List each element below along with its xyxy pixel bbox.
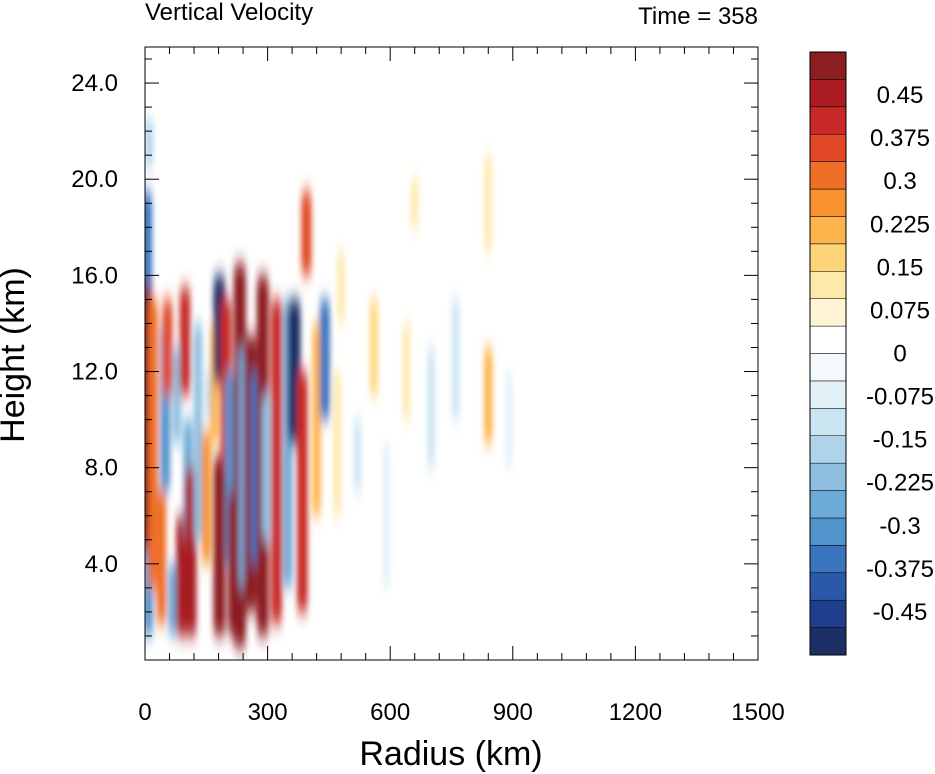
chart-title: Vertical Velocity <box>145 0 313 26</box>
velocity-streak-38 <box>353 419 362 492</box>
plot-frame <box>144 46 759 661</box>
x-tick-label: 600 <box>370 699 410 726</box>
velocity-streak-1 <box>145 191 153 288</box>
velocity-streak-42 <box>411 179 419 228</box>
y-tick-label: 4.0 <box>85 551 118 578</box>
colorbar-frame <box>809 51 847 656</box>
velocity-streak-10 <box>176 515 188 636</box>
colorbar-bin <box>809 325 847 354</box>
velocity-streak-2 <box>145 119 153 168</box>
colorbar-label: 0.3 <box>883 168 916 195</box>
velocity-streak-37 <box>337 251 345 324</box>
colorbar-label: -0.075 <box>866 384 934 411</box>
colorbar-label: 0.15 <box>877 254 924 281</box>
x-tick-label: 1500 <box>731 699 784 726</box>
colorbar-bin <box>809 408 847 436</box>
colorbar-bin <box>809 627 847 656</box>
colorbar-bin <box>809 517 847 546</box>
x-tick-label: 1200 <box>609 699 662 726</box>
colorbar-label: 0 <box>893 341 906 368</box>
velocity-streak-46 <box>484 155 492 252</box>
colorbar-bin <box>809 216 847 245</box>
velocity-streak-44 <box>452 299 460 420</box>
colorbar-bin <box>809 545 847 574</box>
axes: 0 300 600 900 1200 1500 4.0 8.0 12.0 16.0 20.0 24.0 <box>71 47 785 726</box>
velocity-streak-28 <box>261 395 271 540</box>
velocity-streak-45 <box>484 347 493 444</box>
y-axis-label: Height (km) <box>0 267 32 443</box>
velocity-field <box>145 119 513 648</box>
colorbar-label: -0.225 <box>866 470 934 497</box>
colorbar-bin <box>809 490 847 519</box>
y-tick-label: 12.0 <box>71 359 118 386</box>
colorbar-bin <box>809 161 847 190</box>
velocity-streak-9 <box>172 347 182 444</box>
x-tick-label: 300 <box>248 699 288 726</box>
colorbar-bin <box>809 133 847 162</box>
velocity-streak-39 <box>370 299 378 396</box>
velocity-streak-34 <box>312 323 321 516</box>
colorbar-bin <box>809 353 847 382</box>
velocity-streak-18 <box>213 455 226 636</box>
colorbar-bin <box>809 243 847 272</box>
colorbar-bin <box>809 51 847 80</box>
y-tick-label: 20.0 <box>71 166 118 193</box>
velocity-streak-43 <box>427 347 435 468</box>
x-tick-label: 0 <box>138 699 151 726</box>
colorbar-bin <box>809 435 847 464</box>
colorbar-label: 0.075 <box>870 297 930 324</box>
time-label: Time = 358 <box>638 3 758 30</box>
velocity-streak-29 <box>271 299 282 624</box>
colorbar-bin <box>809 462 847 491</box>
colorbar-bin <box>809 298 847 327</box>
velocity-streak-14 <box>193 323 203 540</box>
colorbar-label: 0.45 <box>877 82 924 109</box>
colorbar-label: 0.225 <box>870 211 930 238</box>
colorbar-label: -0.375 <box>866 556 934 583</box>
y-tick-label: 16.0 <box>71 262 118 289</box>
velocity-streak-36 <box>333 371 341 516</box>
plot-area <box>144 46 759 661</box>
colorbar-label: 0.375 <box>870 125 930 152</box>
x-axis-label: Radius (km) <box>359 735 542 773</box>
x-tick-label: 900 <box>493 699 533 726</box>
colorbar-label: -0.45 <box>873 599 928 626</box>
colorbar-bin <box>809 271 847 299</box>
velocity-streak-8 <box>168 563 178 636</box>
colorbar-bin <box>809 380 847 409</box>
velocity-streak-40 <box>382 443 390 588</box>
y-tick-label: 8.0 <box>85 455 118 482</box>
velocity-streak-5 <box>156 491 167 624</box>
colorbar-bin <box>809 188 847 217</box>
velocity-streak-7 <box>162 299 173 396</box>
colorbar-label: -0.15 <box>873 427 928 454</box>
colorbar-label: -0.3 <box>879 513 920 540</box>
velocity-streak-15 <box>201 431 211 564</box>
velocity-streak-33 <box>301 191 312 276</box>
velocity-streak-47 <box>505 371 513 468</box>
velocity-streak-32 <box>296 371 308 612</box>
colorbar-bin <box>809 599 847 628</box>
y-tick-label: 24.0 <box>71 70 118 97</box>
colorbar: 0.45 0.375 0.3 0.225 0.15 0.075 0 -0.075 -0.15 -0… <box>809 51 934 656</box>
colorbar-bin <box>809 79 847 108</box>
velocity-streak-35 <box>319 299 330 420</box>
velocity-streak-11 <box>179 287 191 396</box>
colorbar-bin <box>809 572 847 601</box>
velocity-streak-13 <box>185 467 197 636</box>
colorbar-bin <box>809 106 847 135</box>
velocity-streak-41 <box>402 323 411 420</box>
